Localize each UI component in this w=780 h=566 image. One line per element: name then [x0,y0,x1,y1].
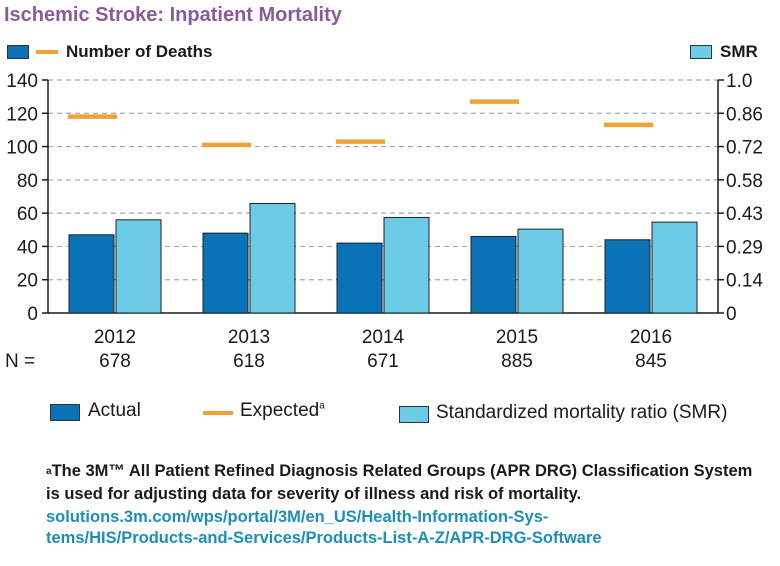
legend-expected-label: Expecteda [240,400,325,421]
bar-smr [249,202,296,314]
x-tick-label: 2012 [94,327,136,348]
y-tick-label: 20 [17,271,38,292]
y-tick-label: 140 [6,71,38,92]
y2-tick-label: 0.29 [726,237,763,258]
bar-actual [68,234,115,314]
n-value-label: 885 [501,351,533,372]
y-tick-label: 0 [27,304,38,325]
legend-smr-label: Standardized mortality ratio (SMR) [436,402,728,423]
y2-tick-label: 1.0 [726,71,752,92]
bar-smr [115,219,162,314]
n-value-label: 678 [99,351,131,372]
actual-key-swatch [7,45,29,59]
bar-smr [517,228,564,314]
bar-actual [202,232,249,314]
left-axis-key-label: Number of Deaths [66,42,213,61]
n-label: N = [5,351,35,372]
footnote-sup: a [46,466,52,477]
footnote-link-line2[interactable]: tems/HIS/Products-and-Services/Products-… [46,529,602,547]
y-tick-label: 120 [6,104,38,125]
expected-key-dash [36,50,58,54]
legend-smr-swatch [399,406,429,423]
n-value-label: 845 [635,351,667,372]
y2-tick-label: 0.14 [726,271,763,292]
x-tick-label: 2016 [630,327,672,348]
bar-smr [383,216,430,314]
bar-smr [651,221,698,314]
chart-title: Ischemic Stroke: Inpatient Mortality [4,4,342,26]
y2-tick-label: 0.58 [726,171,763,192]
legend-expected-sup: a [319,400,325,412]
bar-actual [604,239,651,314]
y2-tick-label: 0.86 [726,104,763,125]
n-value-label: 671 [367,351,399,372]
x-tick-label: 2015 [496,327,538,348]
bar-actual [470,235,517,314]
smr-key-swatch [690,45,712,59]
y2-tick-label: 0 [726,304,737,325]
y2-tick-label: 0.72 [726,138,763,159]
y-tick-label: 60 [17,204,38,225]
y-tick-label: 100 [6,138,38,159]
footnote: aThe 3M™ All Patient Refined Diagnosis R… [46,460,766,550]
bar-actual [336,242,383,314]
footnote-link-line1[interactable]: solutions.3m.com/wps/portal/3M/en_US/Hea… [46,508,549,526]
right-axis-key-label: SMR [720,42,758,61]
n-value-label: 618 [233,351,265,372]
x-tick-label: 2014 [362,327,405,348]
footnote-text: The 3M™ All Patient Refined Diagnosis Re… [46,462,753,503]
legend-actual-swatch [50,404,80,421]
y-tick-label: 80 [17,171,38,192]
chart-plot: 0 0 20 0.14 40 0.29 60 0.43 80 0.58 100 0.72 120 0.86… [5,71,763,372]
y-tick-label: 40 [17,237,38,258]
y2-tick-label: 0.43 [726,204,763,225]
legend-actual-label: Actual [88,400,141,421]
legend-expected-line [203,411,233,415]
x-tick-label: 2013 [228,327,270,348]
